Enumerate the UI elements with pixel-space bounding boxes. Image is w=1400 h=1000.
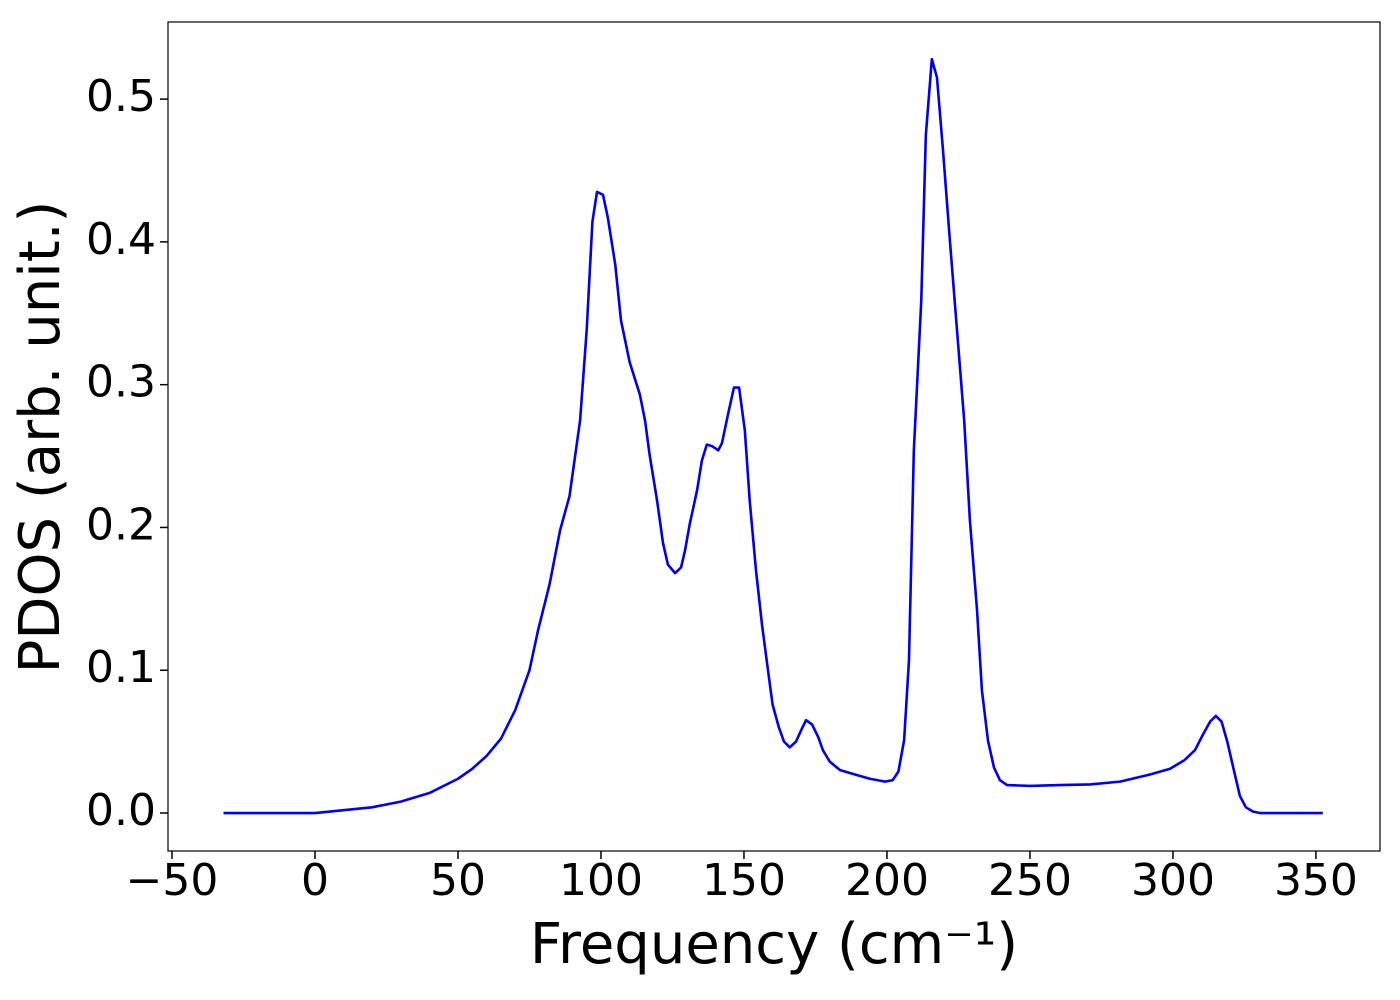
x-tick-label: −50: [126, 855, 219, 906]
x-tick-label: 100: [559, 855, 643, 906]
y-axis-label: PDOS (arb. unit.): [8, 201, 73, 674]
x-tick-label: 150: [702, 855, 786, 906]
x-tick-label: 250: [988, 855, 1072, 906]
y-tick-label: 0.1: [86, 642, 156, 693]
x-axis-label: Frequency (cm⁻¹): [530, 912, 1018, 977]
x-tick-label: 0: [301, 855, 329, 906]
data-line: [223, 57, 1323, 815]
y-tick-label: 0.4: [86, 214, 156, 265]
y-tick-label: 0.2: [86, 499, 156, 550]
x-tick-label: 200: [845, 855, 929, 906]
y-tick-label: 0.3: [86, 357, 156, 408]
y-tick-label: 0.5: [86, 71, 156, 122]
y-tick-label: 0.0: [86, 785, 156, 836]
x-tick-label: 50: [430, 855, 486, 906]
x-tick-label: 300: [1131, 855, 1215, 906]
x-tick-label: 350: [1274, 855, 1358, 906]
plot-frame: [167, 21, 1381, 852]
